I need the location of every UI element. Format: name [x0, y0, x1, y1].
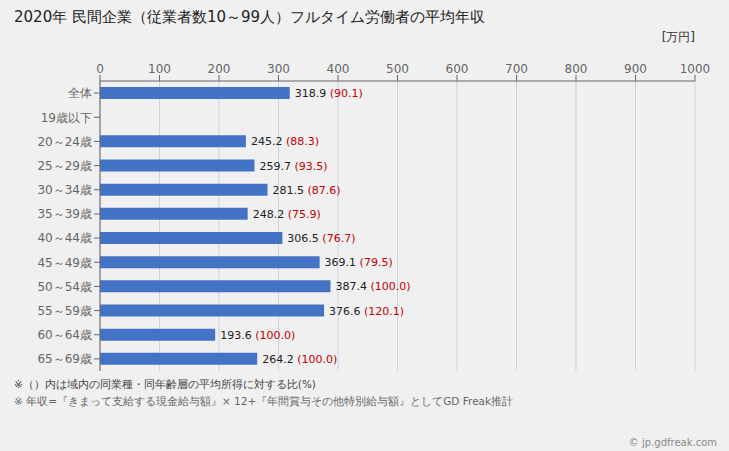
html-text:© jp.gdfreak.com: © jp.gdfreak.com: [628, 437, 717, 448]
html-text:※（）内は域内の同業種・同年齢層の平均所得に対する比(%): ※（）内は域内の同業種・同年齢層の平均所得に対する比(%): [14, 378, 316, 390]
svg-text:245.2 (88.3): 245.2 (88.3): [251, 135, 319, 148]
svg-text:369.1 (79.5): 369.1 (79.5): [325, 256, 393, 269]
svg-text:200: 200: [208, 62, 231, 76]
svg-text:400: 400: [327, 62, 350, 76]
svg-text:248.2 (75.9): 248.2 (75.9): [253, 207, 321, 220]
svg-text:100: 100: [148, 62, 171, 76]
svg-text:800: 800: [565, 62, 588, 76]
svg-text:40～44歳: 40～44歳: [37, 231, 92, 245]
svg-text:35～39歳: 35～39歳: [37, 207, 92, 221]
svg-text:600: 600: [446, 62, 469, 76]
svg-text:264.2 (100.0): 264.2 (100.0): [262, 352, 337, 365]
svg-text:25～29歳: 25～29歳: [37, 159, 92, 173]
svg-text:0: 0: [96, 62, 104, 76]
svg-text:318.9 (90.1): 318.9 (90.1): [295, 87, 363, 100]
svg-text:281.5 (87.6): 281.5 (87.6): [272, 183, 340, 196]
html-text:2020年 民間企業（従業者数10～99人）フルタイム労働者: 2020年 民間企業（従業者数10～99人）フルタイム労働者の平均年収: [14, 8, 486, 26]
svg-text:65～69歳: 65～69歳: [37, 352, 92, 366]
svg-text:306.5 (76.7): 306.5 (76.7): [287, 232, 355, 245]
svg-text:387.4 (100.0): 387.4 (100.0): [336, 280, 411, 293]
svg-text:30～34歳: 30～34歳: [37, 183, 92, 197]
svg-text:900: 900: [624, 62, 647, 76]
svg-text:500: 500: [386, 62, 409, 76]
svg-text:376.6 (120.1): 376.6 (120.1): [329, 304, 404, 317]
svg-text:全体: 全体: [68, 86, 92, 100]
html-text:※ 年収=『きまって支給する現金給与額』× 12+『年間賞与: ※ 年収=『きまって支給する現金給与額』× 12+『年間賞与その他特別給与額』と…: [14, 395, 514, 407]
svg-text:50～54歳: 50～54歳: [37, 280, 92, 294]
svg-text:1000: 1000: [680, 62, 711, 76]
svg-text:259.7 (93.5): 259.7 (93.5): [260, 159, 328, 172]
svg-text:45～49歳: 45～49歳: [37, 256, 92, 270]
svg-text:60～64歳: 60～64歳: [37, 328, 92, 342]
html-text:[万円]: [万円]: [661, 30, 695, 44]
svg-text:55～59歳: 55～59歳: [37, 304, 92, 318]
svg-text:700: 700: [505, 62, 528, 76]
svg-text:300: 300: [267, 62, 290, 76]
svg-text:20～24歳: 20～24歳: [37, 135, 92, 149]
svg-text:193.6 (100.0): 193.6 (100.0): [220, 328, 295, 341]
svg-text:19歳以下: 19歳以下: [41, 111, 92, 125]
